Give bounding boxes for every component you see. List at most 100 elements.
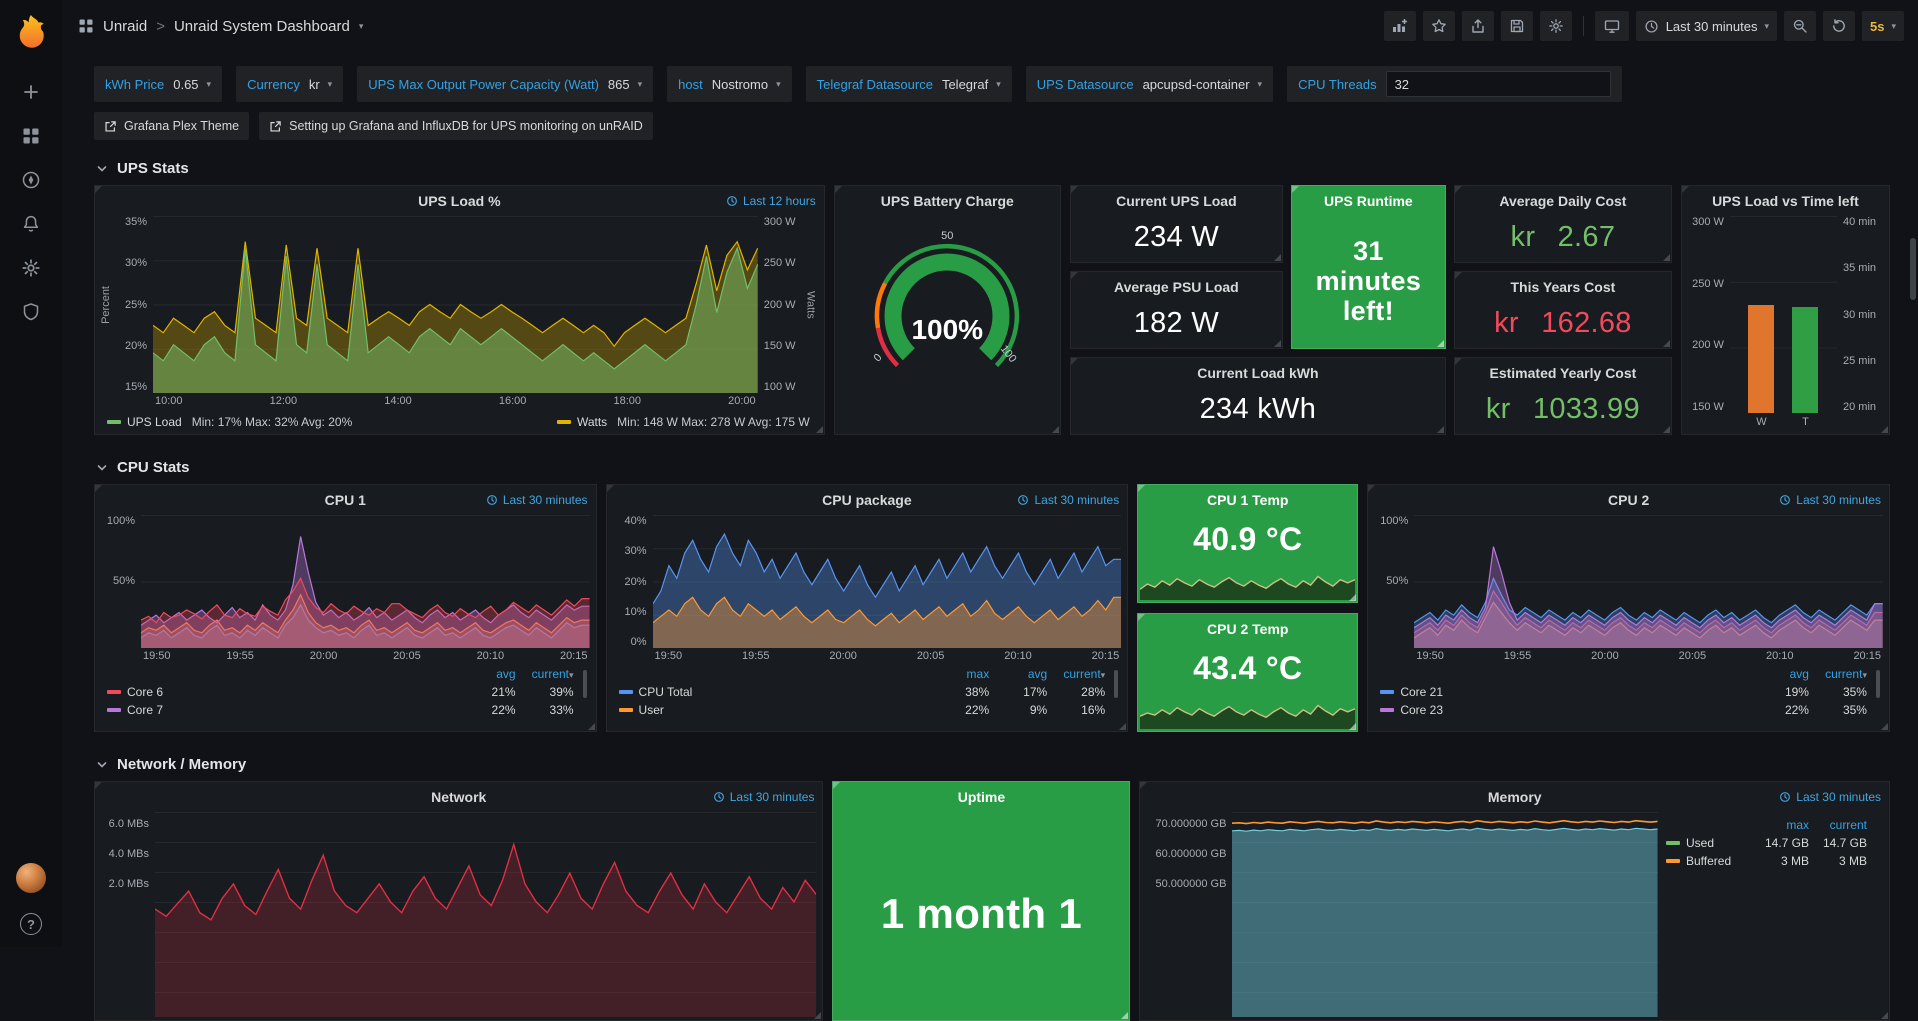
breadcrumb-folder[interactable]: Unraid: [103, 17, 148, 35]
legend-scrollbar[interactable]: [582, 670, 587, 698]
sidebar-configuration-button[interactable]: [0, 258, 62, 278]
refresh-button[interactable]: [1823, 11, 1855, 41]
panel-time-indicator[interactable]: Last 30 minutes: [1017, 493, 1119, 507]
zoom-out-time-button[interactable]: [1784, 11, 1816, 41]
section-header-cpu-stats[interactable]: CPU Stats: [96, 459, 1890, 476]
panel-title[interactable]: Memory: [1487, 789, 1542, 805]
sidebar-server-admin-button[interactable]: [0, 302, 62, 322]
sidebar-alerting-button[interactable]: [0, 214, 62, 234]
legend-item-ups-load[interactable]: UPS Load Min: 17% Max: 32% Avg: 20%: [107, 415, 352, 429]
legend-row: Used 14.7 GB 14.7 GB: [1666, 836, 1867, 850]
cpu2-chart[interactable]: [1414, 515, 1883, 648]
panel-title[interactable]: UPS Load vs Time left: [1712, 193, 1859, 209]
panel-title[interactable]: Estimated Yearly Cost: [1489, 365, 1637, 381]
ups-bars-chart[interactable]: [1729, 216, 1837, 413]
legend-scrollbar[interactable]: [1875, 670, 1880, 698]
section-header-ups-stats[interactable]: UPS Stats: [96, 160, 1890, 177]
legend-header-avg[interactable]: avg: [1789, 667, 1809, 681]
variable-label: CPU Threads: [1298, 76, 1377, 92]
chevron-down-icon: ▾: [776, 78, 781, 89]
star-icon: [1431, 19, 1446, 33]
panel-title[interactable]: CPU 1 Temp: [1207, 492, 1289, 508]
panel-title[interactable]: Average Daily Cost: [1499, 193, 1627, 209]
legend-header-avg[interactable]: avg: [496, 667, 516, 681]
memory-chart[interactable]: [1232, 812, 1658, 1017]
panel-title[interactable]: Average PSU Load: [1113, 279, 1239, 295]
panel-title[interactable]: This Years Cost: [1510, 279, 1616, 295]
variable-telegraf-datasource[interactable]: Telegraf Datasource Telegraf ▾: [805, 66, 1012, 102]
cpu-package-chart[interactable]: [652, 515, 1122, 648]
chevron-down-icon[interactable]: ▾: [358, 20, 364, 31]
section-header-network-memory[interactable]: Network / Memory: [96, 756, 1890, 773]
panel-title[interactable]: Uptime: [957, 789, 1006, 805]
legend-series-name[interactable]: Buffered: [1666, 854, 1751, 868]
cpu-threads-input[interactable]: [1385, 71, 1611, 97]
legend-scrollbar[interactable]: [1114, 670, 1119, 698]
legend-header-current[interactable]: current: [1829, 818, 1867, 832]
window-scrollbar-thumb[interactable]: [1910, 238, 1916, 300]
dashboard-title[interactable]: Unraid System Dashboard: [173, 17, 350, 35]
ups-load-chart[interactable]: [153, 216, 758, 393]
cpu1-temp-sparkline: [1140, 568, 1356, 600]
legend-header-max[interactable]: max: [966, 667, 990, 681]
legend-series-name[interactable]: Core 23: [1380, 703, 1751, 717]
legend-series-name[interactable]: Core 21: [1380, 685, 1751, 699]
legend-item-watts[interactable]: Watts Min: 148 W Max: 278 W Avg: 175 W: [556, 415, 810, 429]
legend-row: Core 21 19% 35%: [1380, 685, 1867, 699]
variable-ups-max-output[interactable]: UPS Max Output Power Capacity (Watt) 865…: [357, 66, 654, 102]
variable-host[interactable]: host Nostromo ▾: [667, 66, 792, 102]
panel-time-indicator[interactable]: Last 30 minutes: [1779, 790, 1881, 804]
variable-currency[interactable]: Currency kr ▾: [236, 66, 344, 102]
legend-value: 3 MB: [1838, 854, 1867, 868]
variable-label: Telegraf Datasource: [816, 76, 933, 92]
time-range-picker[interactable]: Last 30 minutes ▾: [1635, 11, 1777, 41]
panel-title[interactable]: UPS Runtime: [1324, 193, 1413, 209]
stat-value: 43.4 °C: [1193, 650, 1303, 686]
panel-title[interactable]: CPU 1: [324, 492, 366, 508]
link-grafana-plex-theme[interactable]: Grafana Plex Theme: [94, 112, 250, 140]
network-chart[interactable]: [155, 812, 817, 1017]
share-dashboard-button[interactable]: [1461, 11, 1494, 41]
panel-title[interactable]: Current Load kWh: [1197, 365, 1319, 381]
panel-time-indicator[interactable]: Last 30 minutes: [713, 790, 814, 804]
legend-series-name[interactable]: CPU Total: [618, 685, 932, 699]
variables-row: kWh Price 0.65 ▾ Currency kr ▾ UPS Max Out…: [94, 66, 1890, 102]
legend-header-current[interactable]: current▾: [531, 667, 574, 681]
panel-time-indicator[interactable]: Last 30 minutes: [1779, 493, 1881, 507]
legend-header-current[interactable]: current▾: [1063, 667, 1106, 681]
variable-kwh-price[interactable]: kWh Price 0.65 ▾: [94, 66, 223, 102]
panel-title[interactable]: CPU 2: [1608, 492, 1650, 508]
sidebar-create-button[interactable]: [0, 82, 62, 102]
sidebar-dashboards-button[interactable]: [0, 126, 62, 146]
legend-header-avg[interactable]: avg: [1027, 667, 1048, 681]
legend-series-name[interactable]: User: [618, 703, 932, 717]
link-ups-monitoring-guide[interactable]: Setting up Grafana and InfluxDB for UPS …: [259, 112, 653, 140]
cycle-view-mode-button[interactable]: [1594, 11, 1629, 41]
sidebar-explore-button[interactable]: [0, 170, 62, 190]
panel-title[interactable]: Network: [431, 789, 487, 805]
legend-series-name[interactable]: Core 6: [107, 685, 458, 699]
refresh-interval-picker[interactable]: 5s ▾: [1862, 11, 1904, 41]
panel-title[interactable]: UPS Battery Charge: [880, 193, 1014, 209]
panel-title[interactable]: UPS Load %: [418, 193, 501, 209]
star-dashboard-button[interactable]: [1422, 11, 1455, 41]
panel-time-indicator[interactable]: Last 12 hours: [726, 194, 816, 208]
dashboard-settings-button[interactable]: [1539, 11, 1572, 41]
variable-value: 0.65: [173, 76, 199, 92]
user-avatar[interactable]: [16, 863, 46, 893]
panel-time-indicator[interactable]: Last 30 minutes: [486, 493, 588, 507]
cpu1-chart[interactable]: [141, 515, 590, 648]
panel-title[interactable]: CPU 2 Temp: [1207, 621, 1289, 637]
series-marker: [1666, 859, 1680, 863]
panel-title[interactable]: Current UPS Load: [1116, 193, 1237, 209]
add-panel-button[interactable]: [1383, 11, 1416, 41]
grafana-logo[interactable]: [13, 12, 49, 48]
variable-ups-datasource[interactable]: UPS Datasource apcupsd-container ▾: [1025, 66, 1274, 102]
legend-header-max[interactable]: max: [1786, 818, 1809, 832]
help-button[interactable]: ?: [16, 913, 46, 935]
legend-series-name[interactable]: Used: [1666, 836, 1751, 850]
legend-header-current[interactable]: current▾: [1825, 667, 1867, 681]
legend-series-name[interactable]: Core 7: [107, 703, 458, 717]
panel-title[interactable]: CPU package: [822, 492, 912, 508]
save-dashboard-button[interactable]: [1500, 11, 1533, 41]
